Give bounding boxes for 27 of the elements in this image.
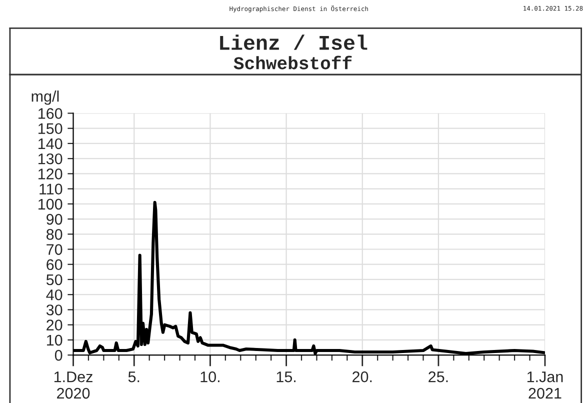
- y-tick-label: 110: [40, 184, 62, 194]
- x-tick-label: 25.: [428, 371, 448, 382]
- x-tick-label: 10.: [200, 371, 220, 382]
- chart-subtitle: Schwebstoff: [234, 56, 352, 70]
- y-tick-label: 60: [46, 259, 62, 270]
- y-tick-label: 130: [38, 153, 62, 164]
- y-tick-label: 150: [38, 123, 62, 134]
- x-tick-label: 5.: [128, 372, 140, 382]
- y-tick-label: 30: [46, 304, 62, 316]
- y-tick-label: 100: [38, 198, 62, 210]
- x-tick-label: 1.Dez 2020: [54, 372, 92, 399]
- y-axis-title: mg/l: [32, 90, 59, 105]
- x-tick-label: 20.: [352, 371, 372, 382]
- y-tick-label: 40: [46, 289, 62, 300]
- y-tick-label: 120: [38, 168, 62, 180]
- x-tick-label: 1.Jan 2021: [527, 372, 563, 399]
- y-tick-label: 80: [46, 229, 62, 240]
- x-tick-label: 15.: [276, 372, 296, 382]
- chart-title: Lienz / Isel: [220, 34, 368, 50]
- y-tick-label: 20: [46, 320, 62, 331]
- y-tick-label: 50: [46, 274, 62, 286]
- y-tick-label: 70: [46, 244, 62, 255]
- y-tick-label: 160: [38, 108, 62, 119]
- y-tick-label: 0: [54, 350, 62, 361]
- y-tick-label: 90: [46, 214, 62, 225]
- y-tick-label: 10: [47, 334, 62, 346]
- y-tick-label: 140: [38, 138, 62, 150]
